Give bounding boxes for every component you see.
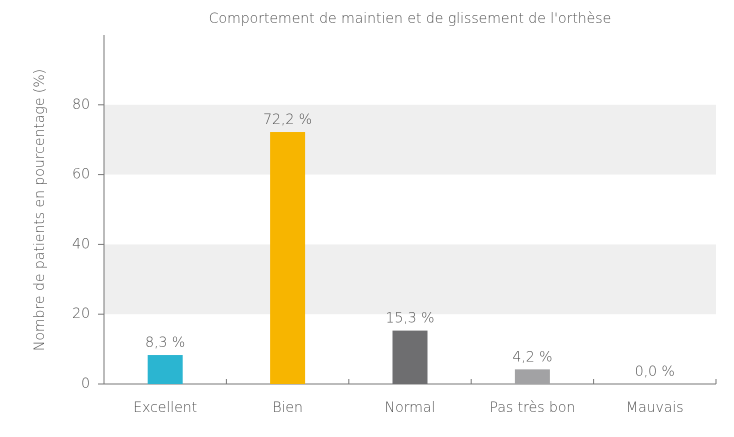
bar — [147, 355, 183, 384]
value-label: 8,3 % — [145, 335, 185, 351]
bar — [270, 132, 306, 384]
grid-band — [104, 244, 716, 315]
y-tick-label: 20 — [72, 306, 90, 322]
y-axis-label: Nombre de patients en pourcentage (%) — [32, 69, 48, 351]
y-tick-label: 0 — [81, 376, 90, 392]
y-tick-label: 40 — [72, 236, 90, 252]
x-tick-label: Pas très bon — [490, 400, 576, 416]
y-tick-label: 80 — [72, 97, 90, 113]
value-label: 15,3 % — [386, 311, 435, 327]
y-tick-label: 60 — [72, 167, 90, 183]
value-label: 72,2 % — [263, 112, 312, 128]
x-tick-label: Bien — [272, 400, 303, 416]
x-tick-label: Mauvais — [626, 400, 684, 416]
x-tick-label: Normal — [385, 400, 436, 416]
bar — [514, 369, 550, 384]
grid-band — [104, 104, 716, 175]
value-label: 4,2 % — [512, 349, 552, 365]
bar — [392, 330, 428, 384]
chart-title: Comportement de maintien et de glissemen… — [209, 11, 611, 27]
x-tick-label: Excellent — [133, 400, 197, 416]
value-label: 0,0 % — [635, 364, 675, 380]
